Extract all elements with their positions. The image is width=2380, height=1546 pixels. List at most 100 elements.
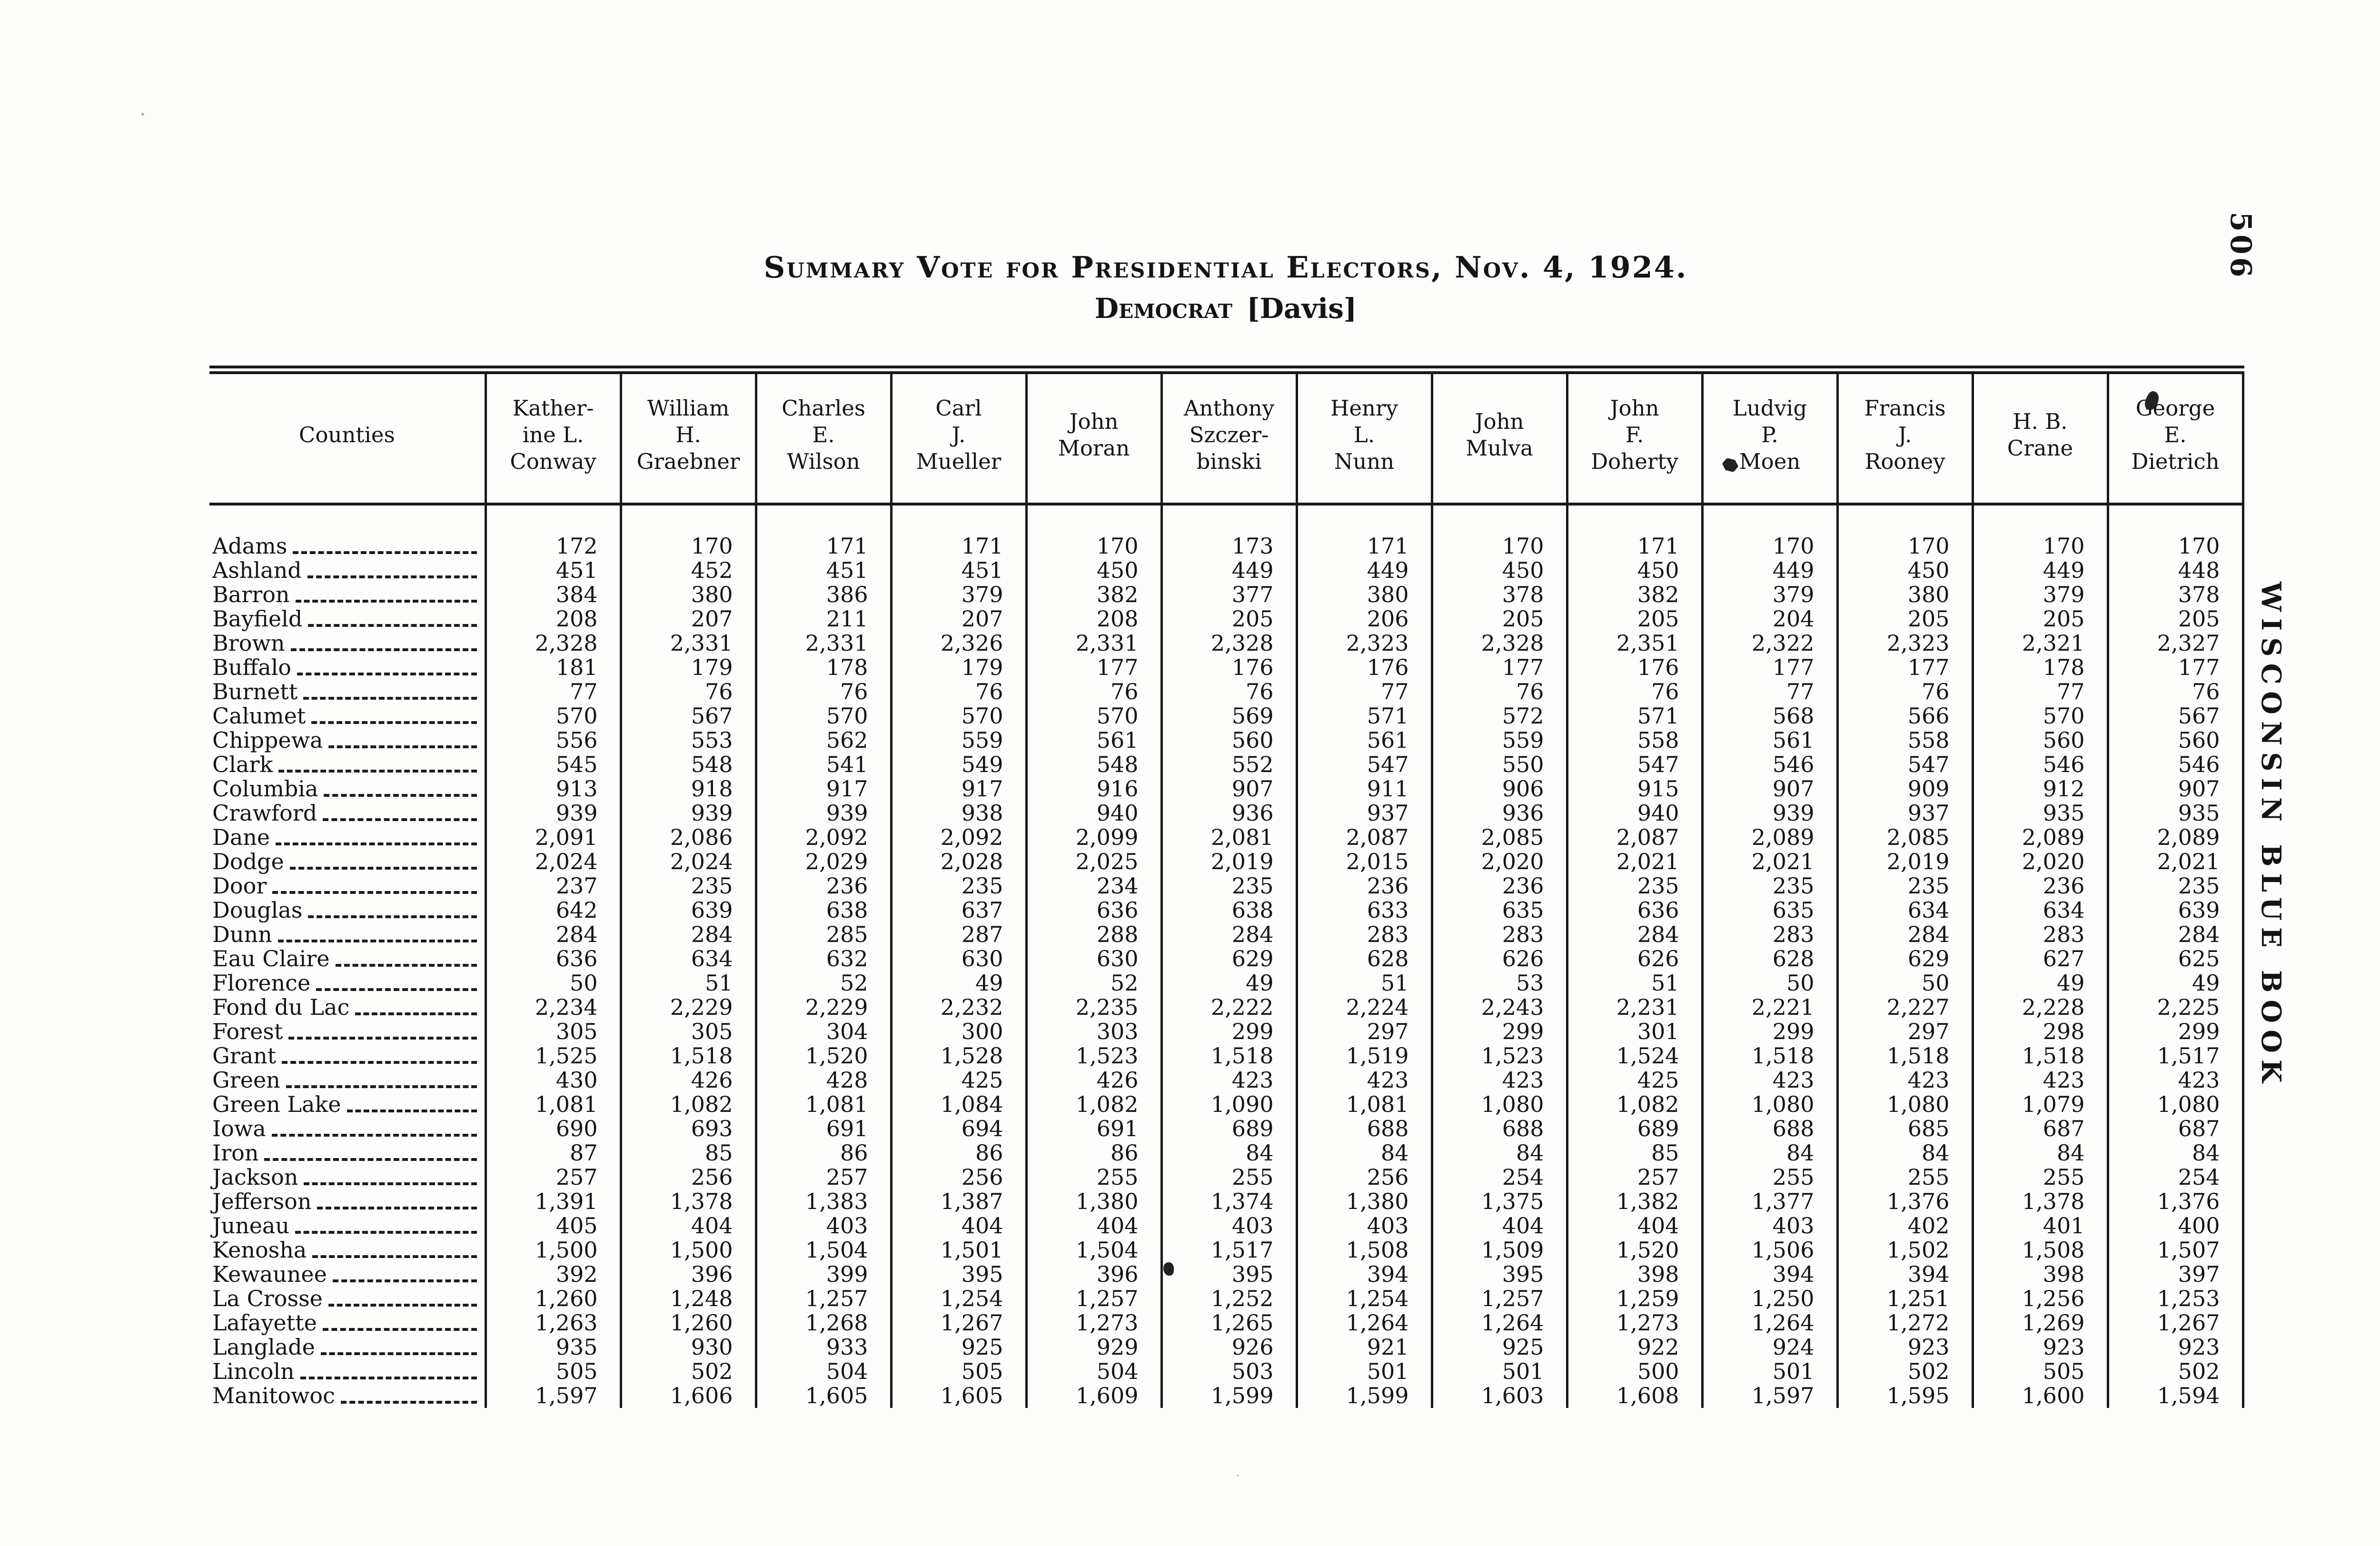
vote-count: 284 (1160, 922, 1297, 947)
table-row: Kenosha 1,500 1,500 1,504 1,501 1,504 1,517 1,5… (209, 1238, 2244, 1262)
vote-count: 235 (2106, 874, 2244, 898)
vote-count: 2,224 (1295, 995, 1432, 1020)
vote-count: 285 (754, 922, 891, 947)
vote-count: 2,231 (1566, 995, 1702, 1020)
vote-count: 1,524 (1566, 1044, 1702, 1068)
vote-count: 204 (1701, 607, 1837, 631)
vote-count: 235 (1160, 874, 1297, 898)
vote-count: 1,500 (484, 1238, 621, 1262)
table-row: Manitowoc 1,597 1,606 1,605 1,605 1,609 1,599 1… (209, 1384, 2244, 1408)
vote-count: 301 (1566, 1020, 1702, 1044)
vote-count: 570 (890, 704, 1026, 728)
vote-count: 505 (484, 1359, 621, 1384)
dotted-leader (303, 697, 477, 700)
vote-count: 2,328 (1430, 631, 1567, 655)
vote-count: 938 (890, 801, 1026, 825)
dotted-leader (317, 1207, 477, 1209)
county-name: Barron (209, 583, 486, 607)
vote-count: 913 (484, 777, 621, 801)
vote-count: 1,518 (1836, 1044, 1973, 1068)
vote-count: 917 (754, 777, 891, 801)
vote-count: 299 (2106, 1020, 2244, 1044)
vote-count: 546 (1701, 753, 1837, 777)
vote-count: 940 (1025, 801, 1161, 825)
county-name: Fond du Lac (209, 995, 486, 1020)
vote-count: 2,322 (1701, 631, 1837, 655)
vote-count: 1,260 (484, 1287, 621, 1311)
vote-count: 501 (1430, 1359, 1567, 1384)
vote-count: 2,327 (2106, 631, 2244, 655)
vote-count: 1,080 (2106, 1092, 2244, 1117)
vote-count: 628 (1701, 947, 1837, 971)
vote-count: 1,523 (1430, 1044, 1567, 1068)
table-row: Kewaunee 392 396 399 395 396 395 394 395 398 394 39… (209, 1262, 2244, 1287)
dotted-leader (322, 1328, 477, 1331)
vote-count: 2,328 (1160, 631, 1297, 655)
dotted-leader (316, 988, 477, 991)
vote-count: 547 (1836, 753, 1973, 777)
subtitle-party: Democrat (1094, 292, 1233, 325)
vote-count: 450 (1566, 558, 1702, 583)
vote-count: 1,520 (754, 1044, 891, 1068)
county-name: Jefferson (209, 1189, 486, 1214)
vote-count: 560 (1971, 728, 2108, 753)
vote-count: 85 (1566, 1141, 1702, 1165)
vote-count: 179 (890, 655, 1026, 680)
vote-count: 1,517 (1160, 1238, 1297, 1262)
vote-count: 170 (2106, 504, 2244, 558)
vote-count: 283 (1430, 922, 1567, 947)
table-row: Lafayette 1,263 1,260 1,268 1,267 1,273 1,265 1… (209, 1311, 2244, 1335)
vote-count: 2,092 (890, 825, 1026, 850)
vote-count: 170 (1701, 504, 1837, 558)
table-row: Burnett 77 76 76 76 76 76 77 76 76 77 76 77 76 (209, 680, 2244, 704)
vote-count: 570 (1025, 704, 1161, 728)
dotted-leader (290, 648, 477, 651)
page-number: 506 (2224, 212, 2257, 280)
vote-count: 2,091 (484, 825, 621, 850)
vote-count: 205 (1836, 607, 1973, 631)
vote-count: 939 (484, 801, 621, 825)
column-header-conway: Kather- ine L. Conway (484, 370, 621, 505)
vote-count: 936 (1160, 801, 1297, 825)
vote-count: 687 (1971, 1117, 2108, 1141)
dotted-leader (278, 940, 477, 942)
county-name: Clark (209, 753, 486, 777)
vote-count: 570 (754, 704, 891, 728)
vote-count: 423 (1295, 1068, 1432, 1092)
vote-count: 940 (1566, 801, 1702, 825)
vote-count: 2,225 (2106, 995, 2244, 1020)
dotted-leader (288, 1037, 477, 1040)
dotted-leader (297, 673, 477, 675)
dotted-leader (304, 1182, 477, 1185)
vote-count: 2,321 (1971, 631, 2108, 655)
vote-count: 634 (1971, 898, 2108, 922)
vote-count: 235 (619, 874, 756, 898)
vote-count: 636 (1566, 898, 1702, 922)
subtitle-candidate: [Davis] (1247, 292, 1357, 325)
vote-count: 1,376 (1836, 1189, 1973, 1214)
vote-count: 935 (484, 1335, 621, 1359)
column-header-moran: John Moran (1025, 370, 1161, 505)
vote-count: 394 (1701, 1262, 1837, 1287)
vote-count: 556 (484, 728, 621, 753)
vote-count: 288 (1025, 922, 1161, 947)
county-name: Florence (209, 971, 486, 995)
vote-count: 2,029 (754, 850, 891, 874)
vote-count: 1,260 (619, 1311, 756, 1335)
table-row: Dane 2,091 2,086 2,092 2,092 2,099 2,081 2,087 2… (209, 825, 2244, 850)
vote-count: 1,518 (1701, 1044, 1837, 1068)
vote-count: 1,080 (1701, 1092, 1837, 1117)
county-name: Juneau (209, 1214, 486, 1238)
vote-count: 566 (1836, 704, 1973, 728)
vote-count: 1,080 (1430, 1092, 1567, 1117)
vote-count: 395 (1160, 1262, 1297, 1287)
vote-count: 2,229 (754, 995, 891, 1020)
vote-count: 378 (1430, 583, 1567, 607)
vote-count: 560 (2106, 728, 2244, 753)
vote-count: 912 (1971, 777, 2108, 801)
vote-count: 76 (1025, 680, 1161, 704)
vote-count: 284 (2106, 922, 2244, 947)
vote-count: 177 (1430, 655, 1567, 680)
vote-count: 918 (619, 777, 756, 801)
vote-count: 572 (1430, 704, 1567, 728)
